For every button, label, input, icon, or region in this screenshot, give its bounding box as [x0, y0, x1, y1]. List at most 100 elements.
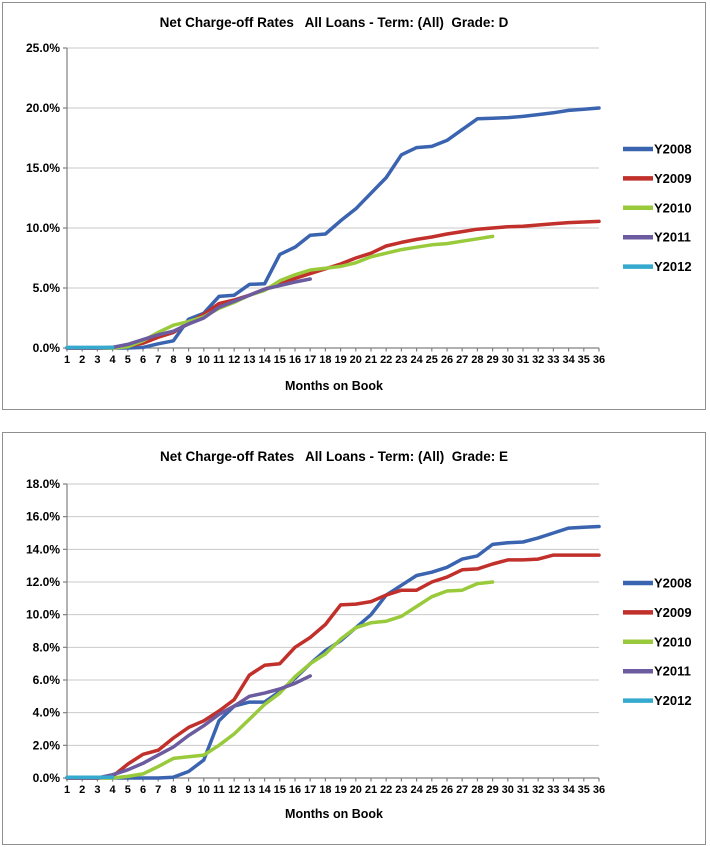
- x-tick-label: 11: [213, 784, 225, 796]
- legend-item-Y2010: Y2010: [623, 200, 692, 215]
- series-line-Y2009: [65, 219, 601, 350]
- x-tick-label: 15: [274, 354, 286, 366]
- x-tick-label: 8: [170, 784, 176, 796]
- x-tick-label: 24: [410, 784, 423, 796]
- x-tick-label: 29: [486, 784, 498, 796]
- x-tick-label: 22: [380, 784, 392, 796]
- x-tick-label: 36: [593, 784, 605, 796]
- x-tick-label: 9: [186, 354, 192, 366]
- x-tick-label: 1: [64, 354, 70, 366]
- x-tick-label: 34: [562, 784, 575, 796]
- x-tick-label: 5: [125, 784, 131, 796]
- legend-item-Y2009: Y2009: [623, 171, 692, 186]
- x-tick-label: 36: [593, 354, 605, 366]
- x-tick-label: 32: [532, 354, 544, 366]
- legend-label-Y2011: Y2011: [654, 664, 691, 679]
- x-tick-label: 10: [198, 784, 210, 796]
- chart-panel-grade-d: 0.0% 5.0% 10.0% 15.0% 20.0% 25.0% 1 2 3 4 5 6 7 8 9 10 1…: [2, 2, 706, 410]
- x-tick-label: 32: [532, 784, 544, 796]
- x-tick-label: 2: [79, 784, 85, 796]
- legend-item-Y2008: Y2008: [623, 576, 692, 591]
- x-tick-label: 1: [64, 784, 70, 796]
- x-tick-label: 34: [562, 354, 575, 366]
- x-tick-label: 29: [486, 354, 498, 366]
- x-tick-label: 19: [334, 784, 346, 796]
- series-line-Y2008: [65, 106, 601, 350]
- x-tick-label: 10: [198, 354, 210, 366]
- chart-title-grade-e: Net Charge-off Rates All Loans - Term: (…: [159, 449, 509, 464]
- x-tick-label: 27: [456, 354, 468, 366]
- series-line-Y2010: [65, 580, 495, 780]
- x-tick-label: 13: [243, 784, 255, 796]
- x-tick-label: 16: [289, 354, 301, 366]
- x-tick-label: 14: [258, 354, 271, 366]
- x-tick-label: 7: [155, 784, 161, 796]
- x-tick-label: 21: [365, 354, 377, 366]
- x-tick-label: 4: [110, 784, 117, 796]
- y-tick-label: 18.0%: [26, 477, 60, 491]
- x-tick-label: 13: [243, 354, 255, 366]
- x-tick-label: 23: [395, 784, 407, 796]
- chart-panel-grade-e: 0.0% 2.0% 4.0% 6.0% 8.0% 10.0% 12.0% 14.0% 16.0%…: [2, 432, 706, 845]
- x-tick-label: 28: [471, 354, 483, 366]
- y-tick-label: 15.0%: [26, 161, 60, 175]
- series-line-Y2009: [65, 553, 601, 780]
- x-tick-label: 16: [289, 784, 301, 796]
- y-tick-label: 6.0%: [33, 673, 61, 687]
- x-tick-label: 9: [186, 784, 192, 796]
- x-tick-label: 5: [125, 354, 131, 366]
- x-tick-label: 31: [517, 354, 529, 366]
- legend-item-Y2012: Y2012: [623, 259, 692, 274]
- x-tick-label: 20: [350, 354, 362, 366]
- x-tick-label: 7: [155, 354, 161, 366]
- y-tick-label: 16.0%: [26, 510, 60, 524]
- legend-item-Y2011: Y2011: [623, 664, 691, 679]
- chart-svg-grade-e: 0.0% 2.0% 4.0% 6.0% 8.0% 10.0% 12.0% 14.0% 16.0%…: [26, 477, 692, 796]
- x-tick-label: 35: [578, 784, 590, 796]
- x-tick-label: 8: [170, 354, 176, 366]
- legend-label-Y2008: Y2008: [654, 576, 692, 591]
- legend-label-Y2010: Y2010: [654, 634, 692, 649]
- legend-label-Y2011: Y2011: [654, 230, 691, 245]
- x-tick-label: 26: [441, 354, 453, 366]
- x-axis-title-grade-e: Months on Book: [285, 807, 383, 821]
- x-tick-label: 33: [547, 784, 559, 796]
- legend-label-Y2008: Y2008: [654, 142, 692, 157]
- x-tick-label: 30: [502, 784, 514, 796]
- legend-item-Y2011: Y2011: [623, 230, 691, 245]
- x-tick-label: 25: [426, 784, 438, 796]
- y-tick-label: 5.0%: [33, 281, 61, 295]
- x-tick-label: 4: [110, 354, 117, 366]
- legend-item-Y2010: Y2010: [623, 634, 692, 649]
- legend-label-Y2010: Y2010: [654, 200, 692, 215]
- x-tick-label: 17: [304, 354, 316, 366]
- x-tick-label: 21: [365, 784, 377, 796]
- x-tick-label: 2: [79, 354, 85, 366]
- x-tick-label: 18: [319, 354, 331, 366]
- x-tick-label: 11: [213, 354, 225, 366]
- legend-label-Y2012: Y2012: [654, 259, 692, 274]
- y-tick-label: 0.0%: [33, 771, 61, 785]
- x-tick-label: 35: [578, 354, 590, 366]
- x-tick-label: 18: [319, 784, 331, 796]
- x-tick-label: 23: [395, 354, 407, 366]
- x-tick-label: 12: [228, 784, 240, 796]
- x-tick-label: 6: [140, 354, 146, 366]
- x-tick-label: 17: [304, 784, 316, 796]
- y-tick-label: 0.0%: [33, 341, 61, 355]
- x-tick-label: 14: [258, 784, 271, 796]
- y-tick-label: 20.0%: [26, 101, 60, 115]
- x-tick-label: 26: [441, 784, 453, 796]
- y-tick-label: 10.0%: [26, 221, 60, 235]
- x-axis-title-grade-d: Months on Book: [285, 379, 383, 393]
- x-tick-label: 22: [380, 354, 392, 366]
- chart-svg-grade-d: 0.0%5.0%10.0%15.0%20.0%25.0%1 2 3 4 5 6 7 8 9 10 1…: [26, 41, 692, 366]
- y-tick-label: 2.0%: [33, 738, 61, 752]
- y-tick-label: 8.0%: [33, 640, 61, 654]
- y-tick-label: 12.0%: [26, 575, 60, 589]
- series-line-Y2008: [65, 524, 601, 780]
- chart-title-grade-d: Net Charge-off Rates All Loans - Term: (…: [159, 15, 509, 30]
- x-tick-label: 6: [140, 784, 146, 796]
- series-line-Y2011: [65, 277, 312, 350]
